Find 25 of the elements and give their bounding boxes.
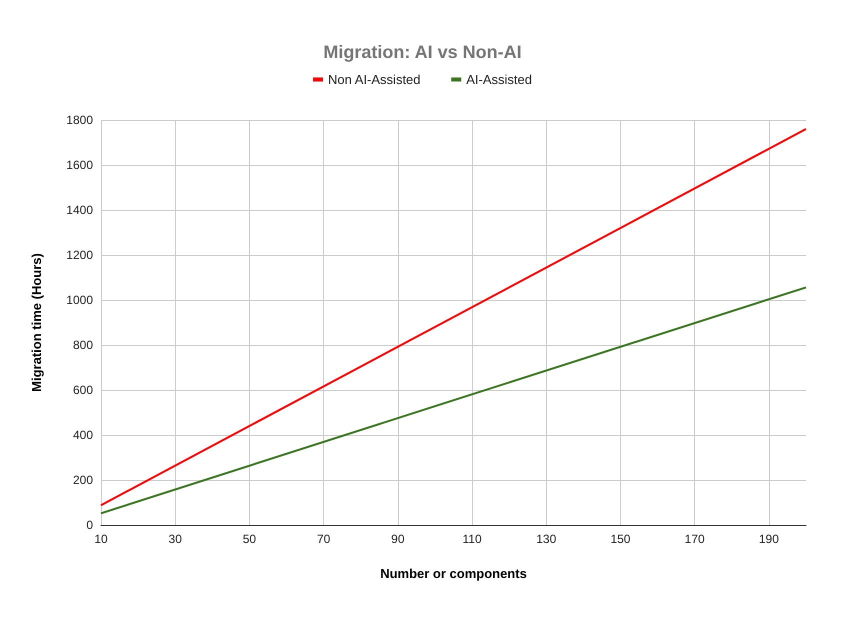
- y-axis-title: Migration time (Hours): [29, 253, 44, 392]
- y-tick-label: 200: [72, 473, 94, 487]
- y-tick-label: 800: [72, 338, 94, 352]
- y-tick-label: 0: [86, 518, 94, 532]
- x-tick-label: 110: [462, 532, 482, 546]
- y-tick-label: 1600: [66, 158, 94, 172]
- x-tick-label: 30: [168, 532, 182, 546]
- x-tick-label: 150: [610, 532, 631, 546]
- y-tick-label: 1400: [66, 203, 94, 217]
- x-tick-label: 130: [536, 532, 557, 546]
- x-tick-label: 90: [391, 532, 405, 546]
- x-axis-title: Number or components: [380, 566, 527, 581]
- x-tick-label: 10: [94, 532, 108, 546]
- chart-title: Migration: AI vs Non-AI: [323, 42, 522, 62]
- y-tick-label: 400: [72, 428, 94, 442]
- y-tick-label: 600: [72, 383, 94, 397]
- y-tick-label: 1200: [66, 248, 94, 262]
- x-tick-label: 190: [758, 532, 780, 546]
- legend-label: AI-Assisted: [466, 72, 532, 87]
- x-tick-label: 50: [242, 532, 256, 546]
- x-tick-label: 170: [684, 532, 706, 546]
- y-tick-label: 1000: [66, 293, 94, 307]
- x-tick-label: 70: [316, 532, 331, 546]
- y-tick-label: 1800: [66, 113, 94, 127]
- legend-label: Non AI-Assisted: [328, 72, 421, 87]
